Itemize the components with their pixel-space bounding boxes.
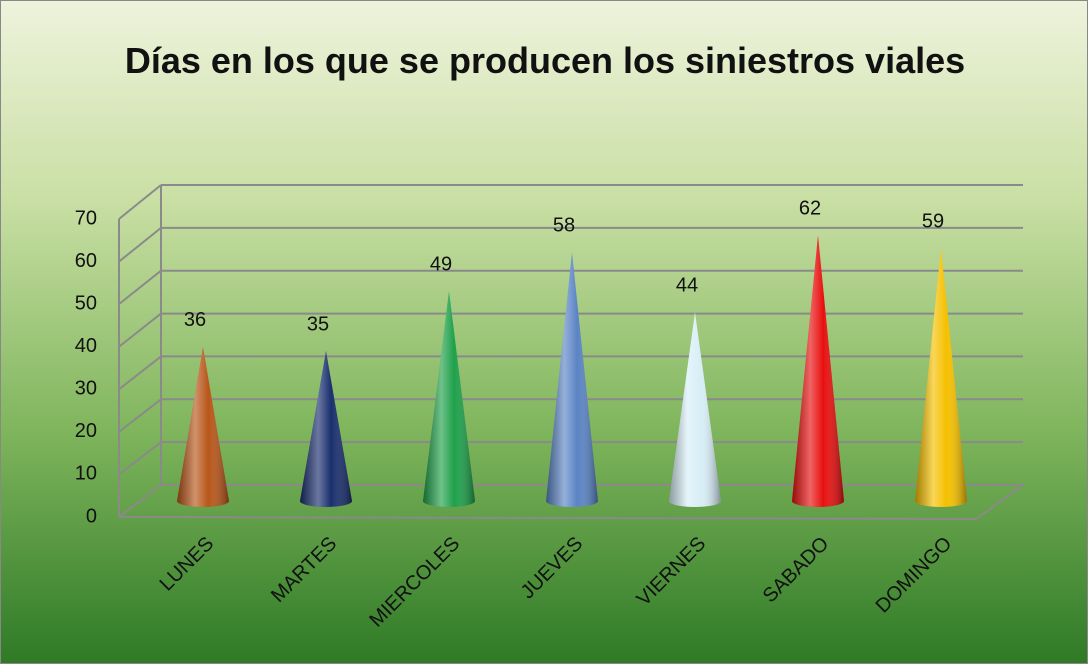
- y-tick-label: 10: [75, 463, 97, 485]
- value-label: 36: [184, 309, 206, 331]
- cone-shade: [423, 291, 475, 507]
- grid-line: [118, 227, 162, 263]
- value-label: 44: [676, 275, 698, 297]
- floor-edge: [118, 516, 977, 520]
- y-tick-label: 20: [75, 420, 97, 442]
- grid-line: [118, 355, 162, 391]
- y-tick-label: 30: [75, 378, 97, 400]
- y-tick-label: 0: [86, 505, 97, 527]
- cone-shade: [915, 248, 967, 507]
- grid-line: [118, 484, 162, 518]
- grid-line: [118, 312, 162, 348]
- x-tick-label: SABADO: [759, 533, 834, 608]
- value-label: 58: [553, 215, 575, 237]
- y-tick-label: 70: [75, 207, 97, 229]
- x-tick-label: MARTES: [267, 533, 341, 607]
- grid-line: [118, 398, 162, 433]
- value-label: 62: [799, 198, 821, 220]
- cone-shade: [177, 346, 229, 507]
- chart-title: Días en los que se producen los siniestr…: [124, 40, 966, 81]
- cone-shade: [792, 235, 844, 507]
- grid-line: [118, 184, 162, 220]
- floor-edge: [975, 484, 1024, 520]
- x-tick-label: MIERCOLES: [365, 533, 464, 632]
- grid-line: [118, 269, 162, 305]
- grid-line: [118, 441, 162, 476]
- x-tick-label: LUNES: [156, 533, 219, 596]
- value-label: 59: [922, 210, 944, 232]
- x-tick-label: DOMINGO: [872, 533, 957, 618]
- value-label: 35: [307, 313, 329, 335]
- y-tick-label: 60: [75, 250, 97, 272]
- cone-shade: [669, 312, 721, 507]
- y-tick-label: 40: [75, 335, 97, 357]
- x-tick-label: VIERNES: [633, 533, 711, 611]
- cone-shade: [300, 351, 352, 507]
- value-label: 49: [430, 253, 452, 275]
- y-tick-label: 50: [75, 292, 97, 314]
- cone-shade: [546, 252, 598, 507]
- x-tick-label: JUEVES: [517, 533, 588, 604]
